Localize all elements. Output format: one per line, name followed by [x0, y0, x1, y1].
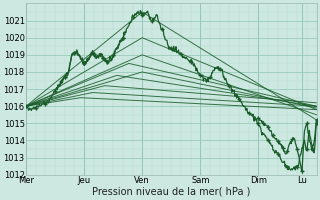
X-axis label: Pression niveau de la mer( hPa ): Pression niveau de la mer( hPa ): [92, 187, 251, 197]
